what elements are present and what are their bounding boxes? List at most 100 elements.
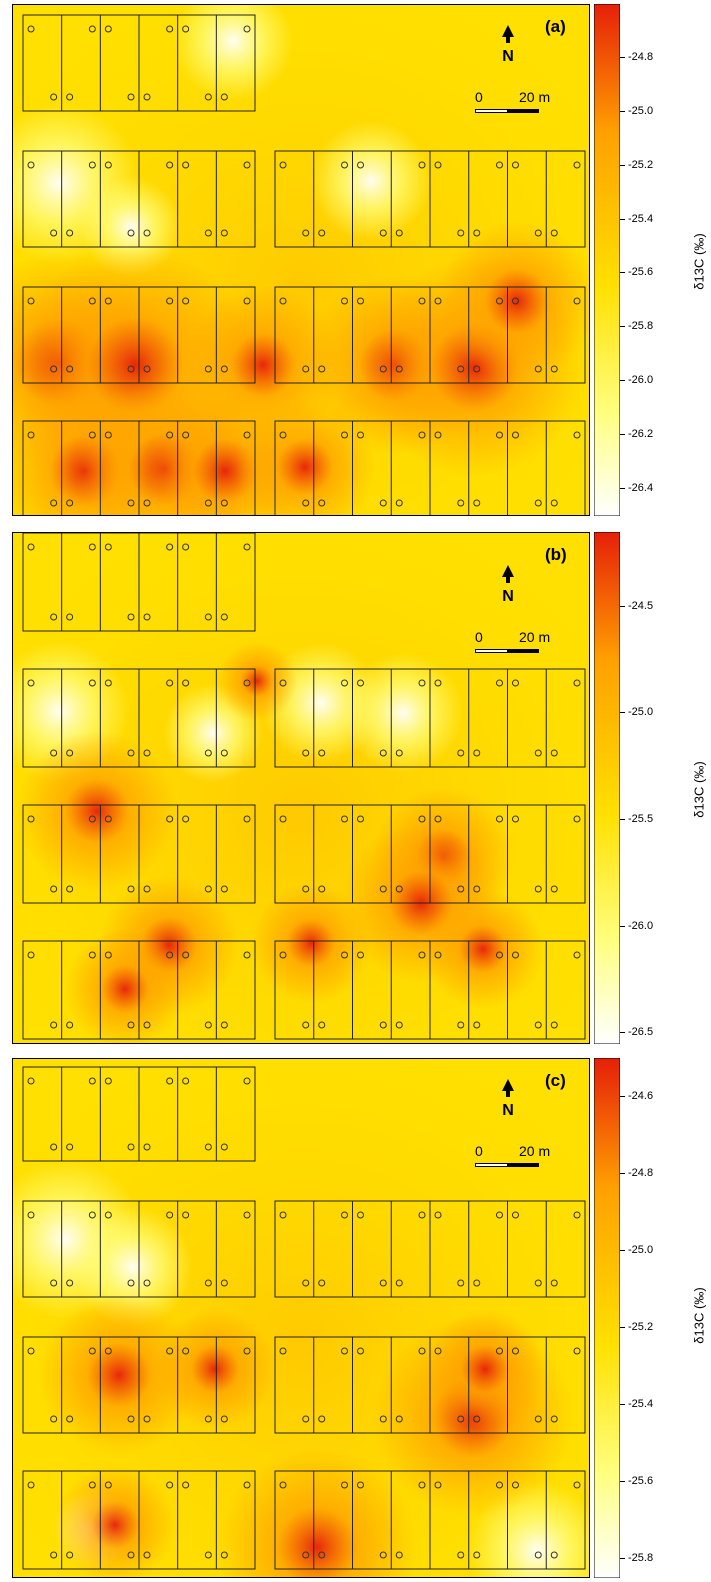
scale-bar-b: 0 20 m <box>475 629 555 659</box>
sample-point <box>512 161 519 169</box>
sample-point <box>534 885 542 893</box>
sample-point <box>143 1021 151 1029</box>
sample-point <box>50 499 58 507</box>
colorbar-axis-label-c: δ13C (‰) <box>691 1287 707 1344</box>
sample-point <box>341 1481 348 1489</box>
sample-point <box>357 951 364 959</box>
low-value-spot <box>311 121 431 241</box>
sample-point <box>418 1211 426 1219</box>
sample-point <box>88 951 96 959</box>
sample-point <box>166 431 174 439</box>
sample-point <box>243 25 251 33</box>
sample-point <box>143 613 151 621</box>
sample-point <box>127 1551 135 1559</box>
sample-point <box>395 1415 403 1423</box>
colorbar-tick: -24.5 <box>620 600 653 612</box>
sample-point <box>357 1481 364 1489</box>
sample-point <box>66 1415 74 1423</box>
sample-point <box>457 1021 465 1029</box>
sample-point <box>302 1551 310 1559</box>
sample-point <box>318 749 326 757</box>
panel-label-b: (b) <box>545 545 567 564</box>
high-value-spot <box>423 889 543 1009</box>
colorbar-ticks-c: -24.6 -24.8 -25.0 -25.2 -25.4 -25.6 -25.8 <box>620 1058 680 1578</box>
sample-point <box>50 1021 58 1029</box>
sample-point <box>104 431 112 439</box>
sample-point <box>573 161 581 169</box>
sample-point <box>204 1021 212 1029</box>
high-value-spot <box>437 221 589 381</box>
sample-point <box>279 1481 287 1489</box>
sample-point <box>143 749 151 757</box>
sample-point <box>143 93 151 101</box>
sample-point <box>496 951 503 959</box>
sample-point <box>220 1415 228 1423</box>
sample-point <box>50 1143 58 1151</box>
sample-point <box>457 365 465 373</box>
colorbar-c <box>594 1058 620 1578</box>
sample-point <box>182 679 190 687</box>
sample-point <box>457 885 465 893</box>
panel-label-a: (a) <box>545 17 566 36</box>
sample-point <box>88 543 96 551</box>
sample-point <box>418 297 426 305</box>
sample-point <box>418 431 426 439</box>
sample-point <box>182 431 190 439</box>
heatmap-a: (a) N 0 20 m <box>12 4 590 516</box>
heatmap-canvas-c <box>13 1059 589 1577</box>
sample-point <box>166 297 174 305</box>
sample-point <box>27 815 35 823</box>
sample-point <box>496 1211 503 1219</box>
sample-point <box>341 679 348 687</box>
heatmap-canvas-a <box>13 5 589 515</box>
sample-point <box>434 815 442 823</box>
sample-point <box>88 679 96 687</box>
sample-point <box>379 1021 387 1029</box>
sample-point <box>66 229 74 237</box>
sample-point <box>379 749 387 757</box>
sample-point <box>302 229 310 237</box>
sample-point <box>550 1279 558 1287</box>
sample-point <box>573 1211 581 1219</box>
sample-point <box>104 25 112 33</box>
sample-point <box>534 229 542 237</box>
sample-point <box>457 1415 465 1423</box>
sample-point <box>318 1415 326 1423</box>
colorbar-tick: -24.8 <box>620 1167 653 1179</box>
sample-point <box>357 431 364 439</box>
sample-point <box>127 1021 135 1029</box>
sample-point <box>357 815 364 823</box>
scale-bar-c: 0 20 m <box>475 1143 555 1173</box>
sample-point <box>143 885 151 893</box>
scale-bar <box>475 109 539 113</box>
sample-point <box>473 885 481 893</box>
sample-point <box>512 431 519 439</box>
sample-point <box>302 1415 310 1423</box>
sample-point <box>341 297 348 305</box>
high-value-spot <box>425 1309 545 1429</box>
sample-point <box>573 1347 581 1355</box>
sample-point <box>379 365 387 373</box>
sample-point <box>143 365 151 373</box>
sample-point <box>66 749 74 757</box>
sample-point <box>573 1481 581 1489</box>
panel-label-c: (c) <box>545 1071 566 1090</box>
colorbar-tick: -26.5 <box>620 1026 653 1038</box>
sample-point <box>573 431 581 439</box>
sample-point <box>104 1211 112 1219</box>
sample-point <box>127 749 135 757</box>
high-value-spot <box>217 641 297 721</box>
sample-point <box>418 1347 426 1355</box>
sample-point <box>27 679 35 687</box>
sample-point <box>204 1143 212 1151</box>
high-value-spot <box>155 1309 275 1429</box>
sample-point <box>220 1021 228 1029</box>
sample-point <box>341 431 348 439</box>
sample-point <box>143 1551 151 1559</box>
sample-point <box>50 749 58 757</box>
sample-point <box>573 297 581 305</box>
colorbar-tick: -25.6 <box>620 266 653 278</box>
sample-point <box>182 25 190 33</box>
sample-point <box>496 431 503 439</box>
sample-point <box>50 1551 58 1559</box>
